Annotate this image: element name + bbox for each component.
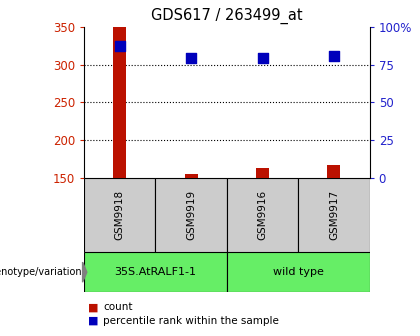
Bar: [227, 252, 370, 292]
Bar: [155, 178, 227, 252]
Text: count: count: [103, 302, 132, 312]
Polygon shape: [83, 262, 87, 282]
Text: GSM9917: GSM9917: [329, 190, 339, 240]
Title: GDS617 / 263499_at: GDS617 / 263499_at: [151, 8, 303, 24]
Text: ■: ■: [88, 316, 99, 326]
Text: GSM9919: GSM9919: [186, 190, 196, 240]
Text: GSM9916: GSM9916: [257, 190, 268, 240]
Bar: [227, 178, 298, 252]
Bar: [113, 27, 126, 178]
Point: [116, 43, 123, 48]
Point: [331, 54, 337, 59]
Text: percentile rank within the sample: percentile rank within the sample: [103, 316, 279, 326]
Bar: [256, 168, 269, 178]
Text: genotype/variation: genotype/variation: [0, 267, 83, 277]
Point: [188, 55, 194, 60]
Text: 35S.AtRALF1-1: 35S.AtRALF1-1: [114, 267, 197, 277]
Bar: [185, 174, 197, 178]
Bar: [84, 252, 227, 292]
Bar: [298, 178, 370, 252]
Point: [259, 55, 266, 60]
Bar: [84, 178, 155, 252]
Text: wild type: wild type: [273, 267, 324, 277]
Bar: [328, 165, 340, 178]
Text: ■: ■: [88, 302, 99, 312]
Text: GSM9918: GSM9918: [115, 190, 125, 240]
